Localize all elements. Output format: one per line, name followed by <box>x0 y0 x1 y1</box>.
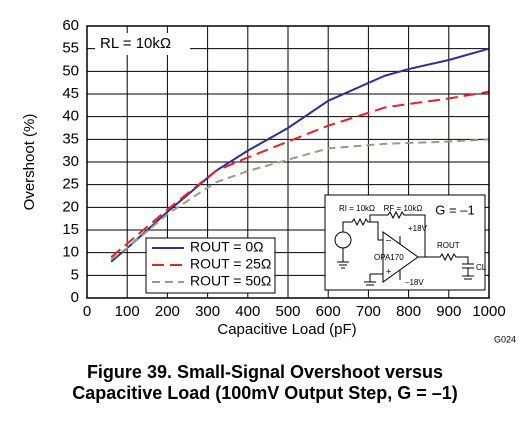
circuit-label: –18V <box>405 278 424 287</box>
circuit-label: RF = 10kΩ <box>384 204 423 213</box>
series-line <box>110 90 490 258</box>
circuit-label: CL <box>476 263 487 272</box>
y-tick-label: 25 <box>62 176 79 193</box>
x-tick-label: 800 <box>396 303 421 320</box>
y-axis-title: Overshoot (%) <box>21 114 38 211</box>
x-tick-label: 100 <box>115 303 140 320</box>
x-tick-label: 200 <box>155 303 180 320</box>
x-tick-label: 0 <box>83 303 91 320</box>
circuit-label: +18V <box>408 224 428 233</box>
legend-label: ROUT = 50Ω <box>190 273 271 289</box>
circuit-label: RI = 10kΩ <box>339 204 375 213</box>
inset-frame <box>324 194 486 291</box>
plus-sign: + <box>386 266 391 276</box>
y-tick-label: 15 <box>62 221 79 238</box>
caption: Capacitive Load (100mV Output Step, G = … <box>72 383 458 403</box>
y-tick-label: 5 <box>71 266 79 283</box>
circuit-inset: – + RI = 10kΩ RF = 10kΩ G = –1 +18V OPA1… <box>324 194 487 291</box>
plot-frame <box>86 25 490 299</box>
y-tick-label: 45 <box>62 85 79 102</box>
y-tick-label: 30 <box>62 153 79 170</box>
annotation: RL = 10kΩ <box>100 35 171 52</box>
annotation-bg <box>95 33 190 55</box>
series-line <box>110 47 490 263</box>
x-tick-label: 700 <box>356 303 381 320</box>
figure-code: G024 <box>494 334 516 344</box>
x-tick-label: 300 <box>195 303 220 320</box>
y-tick-label: 0 <box>71 289 79 306</box>
x-tick-label: 500 <box>275 303 300 320</box>
legend-label: ROUT = 0Ω <box>190 239 264 255</box>
y-tick-label: 35 <box>62 130 79 147</box>
series-line <box>110 138 490 261</box>
y-tick-label: 10 <box>62 244 79 261</box>
y-tick-label: 40 <box>62 108 79 125</box>
caption: Figure 39. Small-Signal Overshoot versus <box>87 362 443 382</box>
legend-label: ROUT = 25Ω <box>190 256 271 272</box>
x-tick-label: 900 <box>436 303 461 320</box>
x-tick-label: 1000 <box>472 303 505 320</box>
y-tick-label: 20 <box>62 198 79 215</box>
minus-sign: – <box>386 234 391 244</box>
circuit-label: ROUT <box>437 241 460 250</box>
circuit-drawing <box>334 210 474 286</box>
x-tick-label: 400 <box>235 303 260 320</box>
x-axis-title: Capacitive Load (pF) <box>217 321 356 338</box>
circuit-label: OPA170 <box>374 253 404 262</box>
circuit-label: G = –1 <box>435 202 474 217</box>
x-tick-label: 600 <box>316 303 341 320</box>
y-tick-label: 60 <box>62 17 79 34</box>
y-tick-label: 50 <box>62 62 79 79</box>
y-tick-label: 55 <box>62 40 79 57</box>
